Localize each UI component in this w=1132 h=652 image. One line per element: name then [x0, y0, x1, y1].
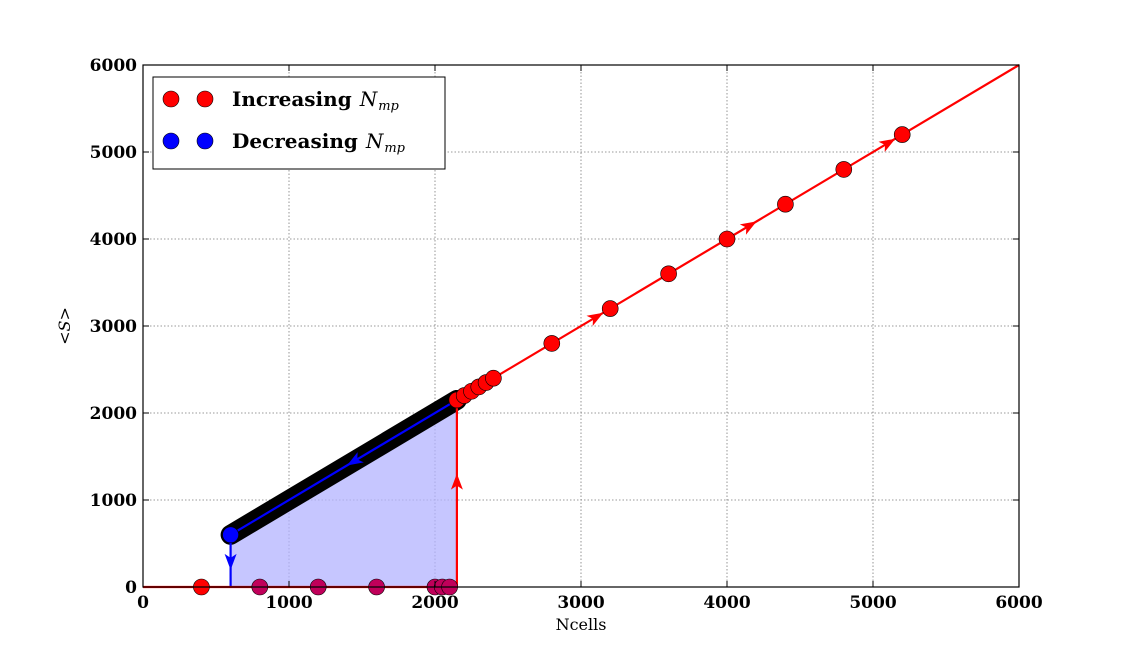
- increasing-arrow: [739, 221, 757, 235]
- decreasing-arrow: [346, 452, 364, 466]
- x-tick-label: 4000: [703, 593, 750, 613]
- legend-math-subscript: mp: [378, 99, 399, 114]
- x-tick-label: 2000: [411, 593, 458, 613]
- legend-math-subscript: mp: [384, 141, 405, 156]
- increasing-point: [485, 369, 502, 387]
- legend-label: Increasing: [232, 87, 352, 111]
- axis-ticks: 0 1000 2000 3000 4000 5000 6000 0 1000 2000 3000 40…: [90, 56, 1043, 613]
- increasing-point: [835, 161, 853, 178]
- x-axis-title: Ncells: [556, 615, 607, 634]
- hysteresis-shaded-area: [230, 399, 457, 587]
- legend-label: Decreasing: [232, 129, 358, 153]
- increasing-point: [543, 335, 561, 352]
- y-tick-label: 6000: [90, 56, 137, 76]
- y-axis-title: <S>: [55, 307, 74, 345]
- decreasing-arrow: [224, 553, 237, 570]
- shaded-region: [230, 399, 457, 587]
- y-tick-label: 1000: [90, 491, 137, 511]
- legend-marker: [196, 90, 214, 108]
- y-tick-label: 0: [125, 578, 137, 598]
- x-tick-label: 0: [137, 593, 149, 613]
- x-tick-label: 5000: [849, 593, 896, 613]
- increasing-point: [660, 265, 677, 283]
- increasing-arrow: [586, 312, 604, 327]
- y-tick-label: 4000: [90, 230, 137, 250]
- increasing-point: [718, 230, 736, 248]
- x-tick-label: 6000: [995, 593, 1042, 613]
- legend-marker: [162, 132, 180, 150]
- decreasing-point: [222, 526, 239, 544]
- legend-marker: [196, 132, 214, 150]
- y-tick-label: 5000: [90, 143, 137, 163]
- increasing-point: [777, 195, 794, 213]
- increasing-arrow: [450, 473, 463, 490]
- increasing-arrow: [878, 138, 896, 153]
- legend-math-symbol: N: [359, 87, 379, 111]
- legend-marker: [162, 90, 180, 108]
- legend-math-symbol: N: [365, 129, 385, 153]
- y-tick-label: 3000: [90, 317, 137, 337]
- x-tick-label: 3000: [557, 593, 604, 613]
- x-tick-label: 1000: [265, 593, 312, 613]
- increasing-point: [893, 126, 911, 143]
- increasing-point: [601, 300, 619, 317]
- y-tick-label: 2000: [90, 404, 137, 424]
